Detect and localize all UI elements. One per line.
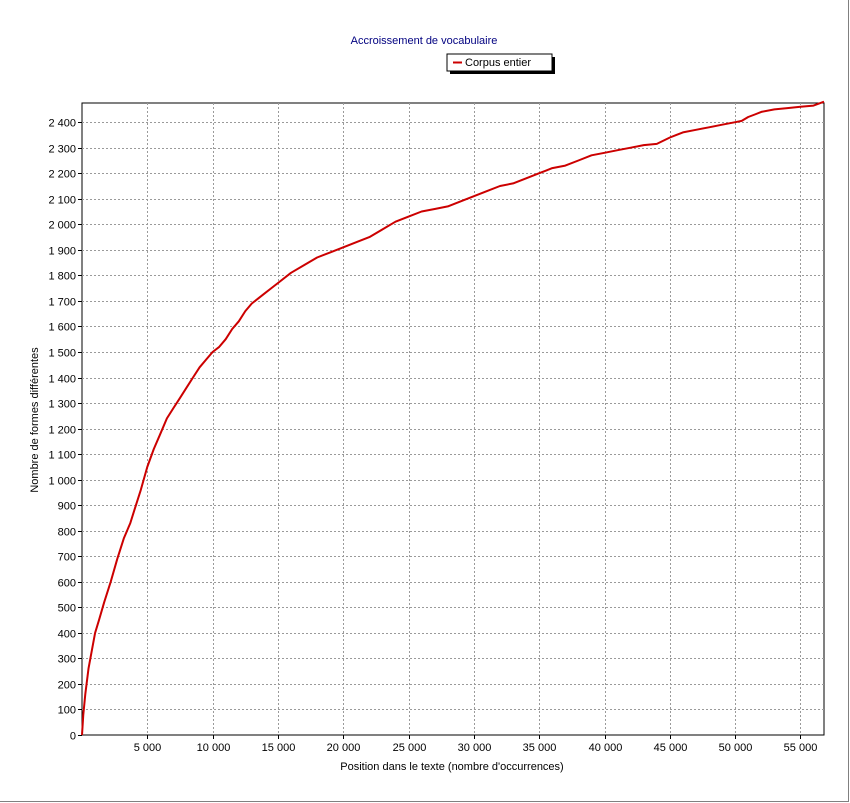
y-tick-label: 500 <box>58 603 76 615</box>
x-tick-label: 40 000 <box>589 742 623 754</box>
y-tick-label: 1 800 <box>48 271 76 283</box>
y-tick-label: 400 <box>58 629 76 641</box>
y-tick-label: 600 <box>58 578 76 590</box>
y-tick-label: 1 600 <box>48 322 76 334</box>
legend: Corpus entier <box>446 53 555 74</box>
y-tick-label: 700 <box>58 552 76 564</box>
y-tick-label: 2 000 <box>48 220 76 232</box>
legend-box <box>446 53 553 72</box>
x-axis-title: Position dans le texte (nombre d'occurre… <box>340 761 563 773</box>
y-tick-label: 1 100 <box>48 450 76 462</box>
y-axis-title: Nombre de formes différentes <box>29 347 41 493</box>
y-tick-label: 1 700 <box>48 297 76 309</box>
y-tick-label: 0 <box>70 731 76 743</box>
y-tick-label: 2 200 <box>48 169 76 181</box>
x-axis: 5 000 10 000 15 000 20 000 25 000 30 000 35 00… <box>134 735 818 754</box>
y-axis: 0 100 200 300 400 500 600 700 800 900 1 000 1 100 1 … <box>48 118 82 743</box>
grid-lines <box>82 103 824 735</box>
y-tick-label: 1 900 <box>48 246 76 258</box>
x-tick-label: 5 000 <box>134 742 162 754</box>
x-tick-label: 10 000 <box>197 742 231 754</box>
y-tick-label: 2 300 <box>48 144 76 156</box>
y-tick-label: 900 <box>58 501 76 513</box>
legend-label-corpus-entier: Corpus entier <box>465 57 531 69</box>
y-tick-label: 200 <box>58 680 76 692</box>
x-tick-label: 50 000 <box>719 742 753 754</box>
y-tick-label: 1 500 <box>48 348 76 360</box>
series-line-corpus-entier <box>81 100 825 736</box>
y-tick-label: 1 400 <box>48 374 76 386</box>
y-tick-label: 2 400 <box>48 118 76 130</box>
x-tick-label: 35 000 <box>523 742 557 754</box>
y-tick-label: 800 <box>58 527 76 539</box>
y-tick-label: 1 200 <box>48 425 76 437</box>
chart-title: Accroissement de vocabulaire <box>351 35 498 47</box>
y-tick-label: 2 100 <box>48 195 76 207</box>
y-tick-label: 100 <box>58 705 76 717</box>
x-tick-label: 15 000 <box>262 742 296 754</box>
x-tick-label: 45 000 <box>654 742 688 754</box>
y-tick-label: 1 000 <box>48 476 76 488</box>
y-tick-label: 1 300 <box>48 399 76 411</box>
x-tick-label: 55 000 <box>784 742 818 754</box>
x-tick-label: 20 000 <box>327 742 361 754</box>
x-tick-label: 25 000 <box>393 742 427 754</box>
y-tick-label: 300 <box>58 654 76 666</box>
plot-area <box>81 102 825 736</box>
x-tick-label: 30 000 <box>458 742 492 754</box>
